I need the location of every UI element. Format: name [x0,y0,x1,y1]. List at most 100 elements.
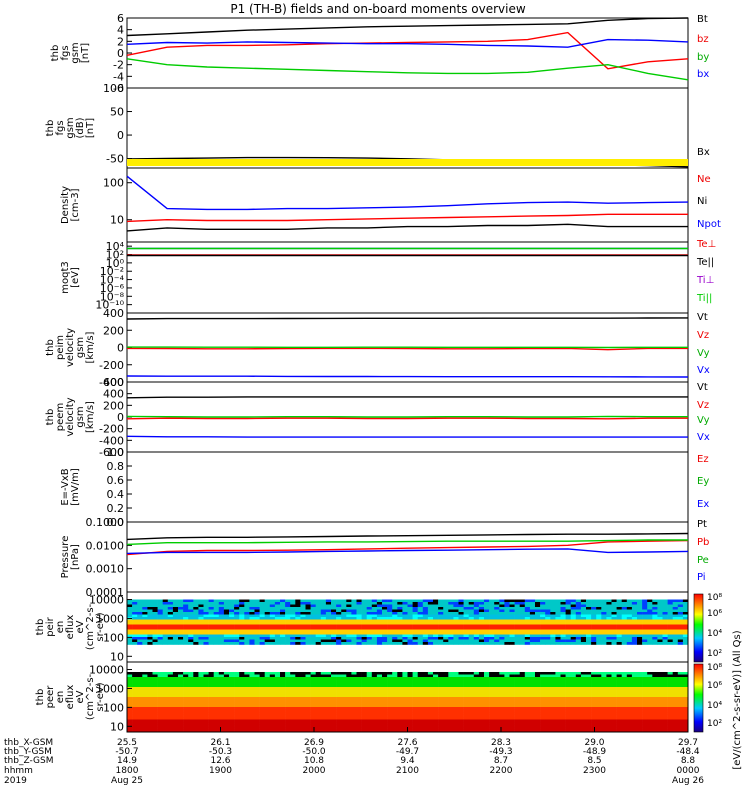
heatmap-cell [274,687,281,690]
heatmap-cell [382,724,388,728]
heatmap-cell [397,697,403,700]
heatmap-cell [677,614,684,618]
heatmap-cell [366,639,373,643]
heatmap-cell [325,717,332,720]
heatmap-cell [509,727,515,730]
y-axis-label: en [55,621,66,634]
heatmap-cell [208,634,214,638]
heatmap-cell [473,604,480,608]
heatmap-cell [637,627,643,630]
heatmap-cell [172,679,179,683]
heatmap-cell [152,727,158,730]
heatmap-cell [448,712,454,715]
heatmap-cell [642,607,648,610]
heatmap-cell [473,727,480,730]
heatmap-cell [142,712,148,715]
heatmap-cell [652,684,658,688]
heatmap-cell [402,639,408,643]
heatmap-cell [188,607,194,610]
heatmap-cell [213,672,220,675]
heatmap-cell [178,677,184,680]
y-tick-label: 10⁰ [106,257,125,270]
heatmap-cell [234,634,240,638]
heatmap-cell [183,722,189,725]
heatmap-cell [667,677,673,680]
heatmap-cell [489,707,495,710]
heatmap-cell [264,692,271,695]
heatmap-cell [183,599,189,603]
heatmap-cell [672,692,679,695]
heatmap-cell [341,704,347,708]
heatmap-cell [137,702,143,705]
heatmap-cell [336,677,342,680]
heatmap-cell [213,619,220,623]
heatmap-cell [142,699,148,703]
heatmap-cell [637,599,643,603]
heatmap-cell [524,639,531,643]
heatmap-cell [152,632,158,635]
heatmap-cell [351,707,357,710]
heatmap-cell [259,712,265,715]
heatmap-cell [667,724,673,728]
heatmap-cell [402,614,408,618]
heatmap-cell [269,599,276,603]
heatmap-cell [269,692,276,695]
heatmap-cell [591,677,597,680]
heatmap-cell [162,609,169,613]
heatmap-cell [672,697,679,700]
heatmap-cell [213,704,220,708]
heatmap-cell [417,712,424,715]
heatmap-cell [249,634,255,638]
heatmap-cell [331,617,337,620]
heatmap-cell [142,684,148,688]
heatmap-cell [545,719,551,723]
heatmap-cell [152,677,158,680]
heatmap-cell [473,627,480,630]
heatmap-cell [438,637,444,640]
heatmap-cell [178,624,184,628]
heatmap-cell [468,684,475,688]
y-tick-label: 0 [117,411,124,424]
heatmap-cell [351,692,357,695]
heatmap-cell [596,697,602,700]
heatmap-cell [545,672,551,675]
heatmap-cell [499,674,505,678]
heatmap-cell [157,674,163,678]
heatmap-cell [672,702,679,705]
heatmap-cell [351,642,357,645]
heatmap-cell [366,677,373,680]
heatmap-cell [560,602,566,605]
heatmap-cell [535,607,541,610]
heatmap-cell [575,727,582,730]
heatmap-cell [229,727,235,730]
heatmap-cell [473,679,480,683]
heatmap-cell [351,604,357,608]
heatmap-cell [315,632,322,635]
heatmap-cell [453,624,459,628]
heatmap-cell [336,699,342,703]
heatmap-cell [162,694,169,698]
heatmap-cell [417,717,424,720]
heatmap-cell [504,697,510,700]
heatmap-cell [346,682,352,685]
heatmap-cell [310,634,316,638]
y-tick-label: 10² [106,249,124,262]
heatmap-cell [489,677,495,680]
heatmap-cell [249,622,255,625]
y-axis-label: [cm-3] [70,188,81,221]
heatmap-cell [560,639,566,643]
heatmap-cell [560,622,566,625]
heatmap-cell [382,679,388,683]
heatmap-cell [183,642,189,645]
heatmap-cell [188,704,194,708]
series-line-Pe [126,539,688,546]
heatmap-cell [463,694,469,698]
heatmap-cell [157,719,163,723]
heatmap-cell [152,729,158,733]
heatmap-cell [565,692,571,695]
heatmap-cell [269,699,276,703]
heatmap-cell [647,642,653,645]
heatmap-cell [484,672,490,675]
heatmap-cell [586,699,592,703]
heatmap-cell [188,717,194,720]
